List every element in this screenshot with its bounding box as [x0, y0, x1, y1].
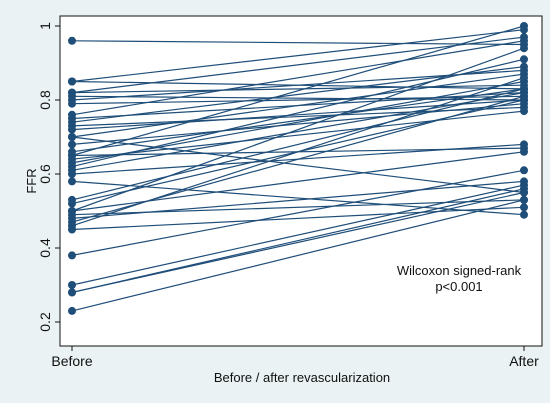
marker-before-24	[68, 170, 76, 178]
marker-after-28	[520, 147, 528, 156]
marker-before-38	[68, 288, 76, 297]
patient-line-36	[71, 184, 525, 286]
patient-line-9	[71, 40, 525, 116]
patient-line-22	[71, 58, 525, 168]
marker-before-3	[68, 77, 76, 86]
series-lines	[71, 25, 525, 312]
y-axis: 0.2 0.4 0.6 0.8 1	[37, 22, 60, 332]
patient-line-23	[71, 92, 525, 171]
y-tick-label-0.6: 0.6	[37, 164, 53, 184]
patient-line-39	[71, 199, 525, 312]
marker-after-34	[520, 203, 528, 212]
marker-before-8	[68, 99, 76, 108]
y-tick-label-1: 1	[37, 22, 53, 30]
patient-line-2	[71, 29, 525, 83]
marker-after-11	[520, 62, 528, 71]
x-axis-title: Before / after revascularization	[214, 370, 390, 385]
y-tick-label-0.8: 0.8	[37, 90, 53, 110]
marker-before-15	[68, 133, 76, 141]
y-axis-title: FFR	[24, 168, 39, 193]
patient-line-31	[71, 180, 525, 219]
patient-line-1	[71, 40, 525, 46]
marker-after-26	[520, 84, 528, 93]
marker-before-34	[68, 225, 76, 234]
marker-after-24	[520, 140, 528, 149]
marker-after-38	[520, 188, 528, 197]
series-markers	[68, 22, 528, 315]
patient-line-14	[71, 73, 525, 138]
marker-before-1	[68, 36, 76, 45]
marker-before-16	[68, 140, 76, 149]
patient-line-18	[71, 25, 525, 157]
y-tick-label-0.2: 0.2	[37, 312, 53, 332]
marker-after-39	[520, 195, 528, 204]
marker-after-29	[520, 44, 528, 53]
marker-before-39	[68, 306, 76, 315]
patient-line-5	[71, 84, 525, 94]
marker-after-20	[520, 107, 528, 116]
patient-line-17	[71, 88, 525, 153]
patient-line-16	[71, 103, 525, 145]
annotation-p-value: p<0.001	[435, 279, 482, 294]
marker-after-9	[520, 36, 528, 45]
patient-line-4	[71, 36, 525, 94]
patient-line-34	[71, 206, 525, 231]
marker-after-22	[520, 55, 528, 64]
marker-after-32	[520, 92, 528, 101]
marker-before-35	[68, 251, 76, 260]
x-axis: Before After	[51, 346, 539, 369]
x-tick-label-after: After	[509, 353, 539, 369]
x-tick-label-before: Before	[51, 353, 92, 369]
marker-before-27	[68, 199, 76, 208]
marker-before-36	[68, 281, 76, 289]
marker-after-33	[520, 73, 528, 82]
marker-before-13	[68, 125, 76, 134]
patient-line-33	[71, 77, 525, 227]
patient-line-15	[71, 136, 525, 194]
patient-line-29	[71, 47, 525, 212]
patient-line-38	[71, 191, 525, 293]
patient-line-20	[71, 110, 525, 160]
marker-after-25	[520, 210, 528, 219]
patient-line-26	[71, 88, 525, 201]
y-tick-label-0.4: 0.4	[37, 238, 53, 258]
annotation-test-name: Wilcoxon signed-rank	[397, 263, 522, 278]
patient-line-13	[71, 99, 525, 131]
marker-after-18	[520, 22, 528, 30]
marker-before-25	[68, 177, 76, 186]
patient-line-35	[71, 169, 525, 256]
patient-line-37	[71, 188, 525, 293]
marker-after-35	[520, 166, 528, 175]
